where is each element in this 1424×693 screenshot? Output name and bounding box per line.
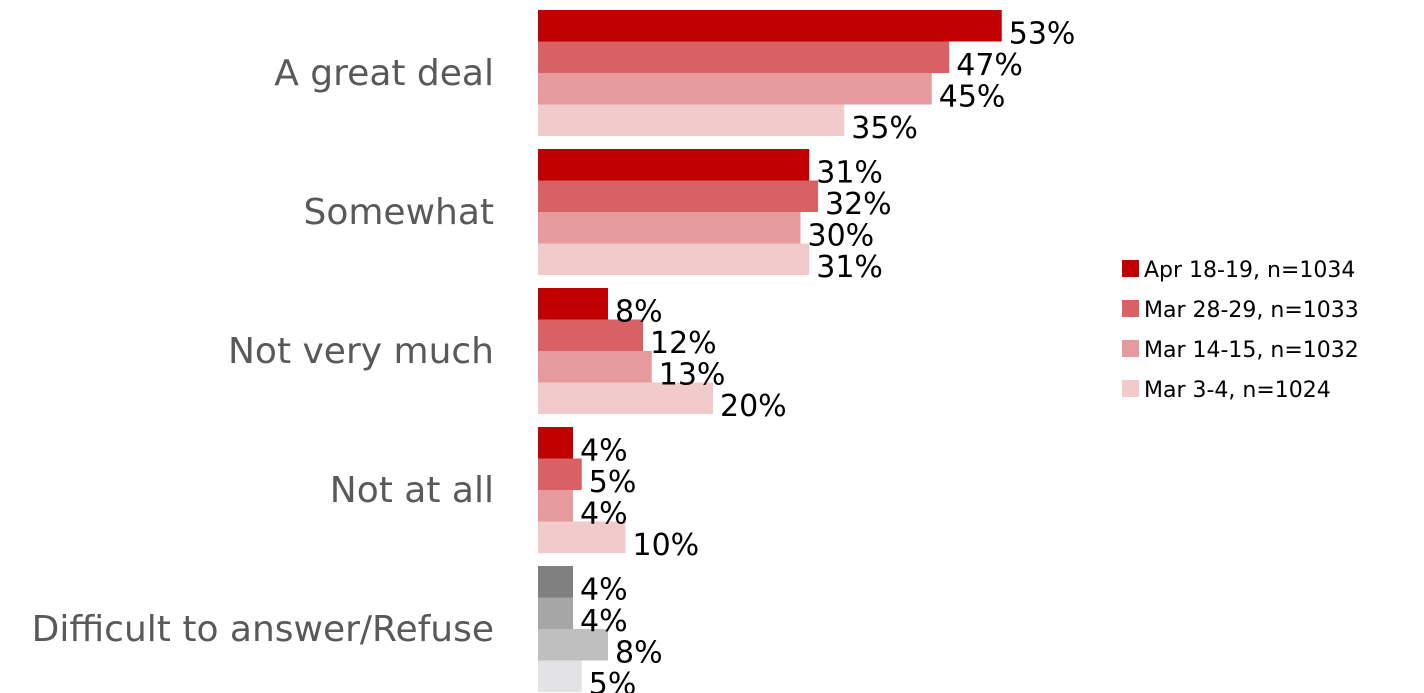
bar (538, 566, 573, 598)
value-label: 4% (580, 604, 628, 639)
legend-marker (1122, 260, 1139, 277)
bar (538, 243, 810, 275)
category-label: Not at all (330, 470, 494, 511)
bar (538, 490, 573, 522)
value-label: 32% (825, 187, 892, 222)
value-label: 12% (650, 326, 717, 361)
value-label: 45% (939, 80, 1006, 115)
bar (538, 10, 1002, 42)
bar (538, 660, 582, 692)
bar (538, 288, 608, 320)
legend-label: Apr 18-19, n=1034 (1144, 258, 1355, 283)
bar (538, 597, 573, 629)
bars-group (538, 10, 1002, 692)
bar (538, 149, 810, 181)
category-label: Somewhat (303, 192, 494, 233)
legend-label: Mar 14-15, n=1032 (1144, 338, 1359, 363)
category-label: A great deal (274, 53, 494, 94)
value-label: 30% (808, 219, 875, 254)
value-label: 4% (580, 573, 628, 608)
bar (538, 629, 608, 661)
value-labels-group: 53%47%45%35%31%32%30%31%8%12%13%20%4%5%4… (580, 17, 1075, 693)
legend-label: Mar 3-4, n=1024 (1144, 378, 1331, 403)
category-label: Difficult to answer/Refuse (32, 609, 494, 650)
value-label: 8% (615, 295, 663, 330)
value-label: 5% (589, 465, 637, 500)
value-label: 13% (659, 358, 726, 393)
value-label: 8% (615, 636, 663, 671)
value-label: 5% (589, 667, 637, 693)
bar (538, 521, 626, 553)
category-labels-group: A great deal Somewhat Not very much Not at … (32, 53, 494, 650)
bar (538, 104, 845, 136)
value-label: 4% (580, 434, 628, 469)
bar (538, 212, 801, 244)
value-label: 31% (816, 156, 883, 191)
bar (538, 351, 652, 383)
value-label: 20% (720, 389, 787, 424)
bar (538, 427, 573, 459)
bar (538, 41, 950, 73)
value-label: 47% (956, 48, 1023, 83)
category-label: Not very much (228, 331, 494, 372)
value-label: 31% (816, 250, 883, 285)
bar (538, 458, 582, 490)
value-label: 53% (1009, 17, 1076, 52)
legend-marker (1122, 340, 1139, 357)
value-label: 35% (851, 111, 918, 146)
bar (538, 382, 713, 414)
bar (538, 73, 932, 105)
value-label: 10% (633, 528, 700, 563)
legend-marker (1122, 300, 1139, 317)
bar (538, 180, 818, 212)
legend: Apr 18-19, n=1034 Mar 28-29, n=1033 Mar 14… (1122, 258, 1359, 403)
bar (538, 319, 643, 351)
value-label: 4% (580, 497, 628, 532)
legend-label: Mar 28-29, n=1033 (1144, 298, 1359, 323)
legend-marker (1122, 380, 1139, 397)
